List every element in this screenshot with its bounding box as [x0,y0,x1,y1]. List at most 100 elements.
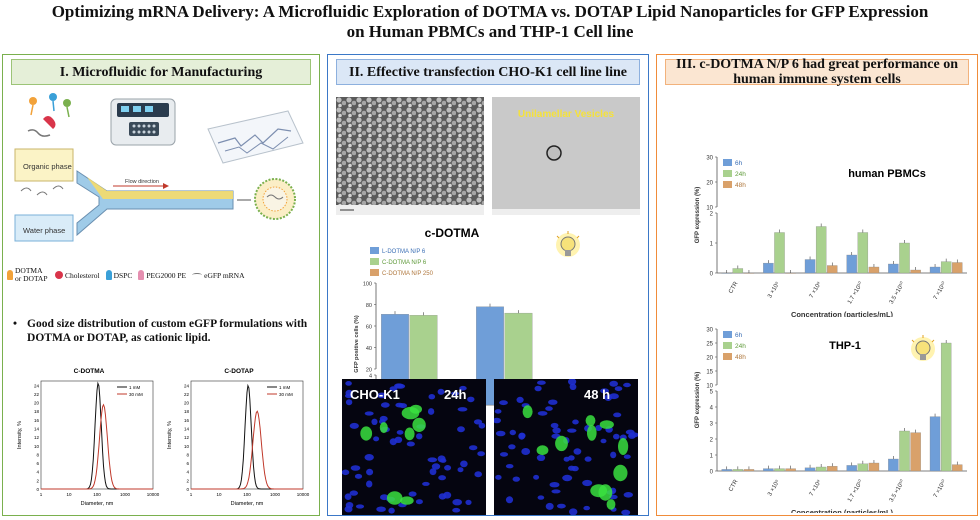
bar [804,259,816,274]
nucleus [452,499,462,506]
bar [721,272,732,274]
nucleus [477,451,485,457]
nucleus [623,454,631,459]
bar-x-tick: 1.7 ×10¹⁰ [846,478,865,503]
bar-legend-label: 6h [735,160,743,167]
lightbulb-icon-thp1 [909,335,937,372]
nucleus [569,508,578,515]
gfp-cell [536,445,549,456]
nucleus [474,471,482,478]
bar-y-tick: 25 [706,342,713,348]
dls-x-tick: 1000 [270,492,281,497]
bar-legend-swatch [370,269,379,276]
bar-x-tick: CTR [728,478,740,492]
bar [857,463,869,472]
gfp-cell [404,427,415,441]
peg-icon [138,270,145,280]
bar [868,266,880,274]
dls-y-tick: 18 [34,409,40,414]
dls-x-tick: 100 [243,492,251,497]
thp1-bar-chart: THP-1 0 1 2 3 4 510 15 20 25 30 GFP expression (%) C… [695,328,967,513]
bar-x-tick: 3.5 ×10¹⁰ [888,280,907,305]
bar-legend-label: L-DOTMA N/P 6 [382,249,426,255]
bar [774,468,785,472]
nucleus [495,474,502,480]
dls-legend-label: 1 mM [279,385,291,390]
bar-legend-swatch [723,342,732,349]
nucleus [366,480,373,488]
nucleus [438,493,447,500]
nucleus [469,445,478,451]
sem-image [336,97,484,215]
gfp-cell [585,415,596,427]
nucleus [518,432,526,440]
bar-legend-swatch [370,258,379,265]
nucleus [345,389,353,397]
bar [774,232,785,274]
flow-direction-label: Flow direction [125,179,159,185]
dls-y-tick: 12 [34,435,40,440]
bar-y-tick: 1 [710,242,714,248]
dls-y-tick: 12 [184,435,190,440]
nucleus [609,380,618,387]
nucleus [595,425,602,431]
micro-cell-label: CHO-K1 [350,387,400,402]
bar [888,458,899,472]
nucleus [457,467,464,473]
nucleus [354,473,363,479]
bar-y-tick: 30 [706,328,713,334]
nucleus [437,455,446,463]
bar-legend-swatch [723,331,732,338]
nucleus [389,386,398,392]
bar [888,263,899,274]
bar-y-tick: 15 [706,370,713,376]
nucleus [377,392,387,399]
nucleus [610,451,617,459]
bar-y-tick: 20 [706,181,713,187]
nucleus [380,402,390,408]
dls-y-tick: 22 [184,392,190,397]
nucleus [344,493,352,500]
bar-ylabel: GFP positive cells (%) [354,315,360,373]
bar-y-tick: 2 [710,212,714,218]
bar [732,268,744,274]
mrna-icon [192,273,203,277]
gfp-cell [401,406,420,420]
dls-y-tick: 4 [36,470,39,475]
bar [929,416,941,472]
dls-y-tick: 10 [34,444,40,449]
nucleus [373,436,380,442]
nucleus [478,422,486,429]
nucleus [431,463,441,470]
gfp-cell [379,422,388,434]
nucleus [534,385,542,392]
nucleus [537,411,548,416]
bar-legend-label: 48h [735,182,746,189]
nucleus [345,399,353,406]
nucleus [499,400,508,406]
gfp-cell [606,499,616,510]
gfp-cell [590,484,608,498]
nucleus [551,489,561,494]
nucleus [427,457,438,463]
legend-item-cholesterol: Cholesterol [55,271,100,280]
bar-x-tick: 7 ×10¹⁰ [932,478,948,499]
nucleus [437,388,445,395]
dls-y-tick: 10 [184,444,190,449]
bar-x-tick: 3 ×10⁹ [766,280,781,299]
nucleus [452,507,461,513]
bar-legend-swatch [370,247,379,254]
nucleus [459,385,467,391]
panel-immune-cells: III. c-DOTMA N/P 6 had great performance… [656,54,978,516]
nucleus [465,499,472,505]
nucleus [499,452,509,457]
dls-x-tick: 100 [93,492,101,497]
bar-x-tick: 3 ×10⁹ [766,478,781,497]
nucleus [379,415,388,422]
dls-y-tick: 0 [36,487,39,492]
dls-y-tick: 24 [184,383,190,388]
bar [815,466,827,472]
dls-x-tick: 1000 [120,492,131,497]
